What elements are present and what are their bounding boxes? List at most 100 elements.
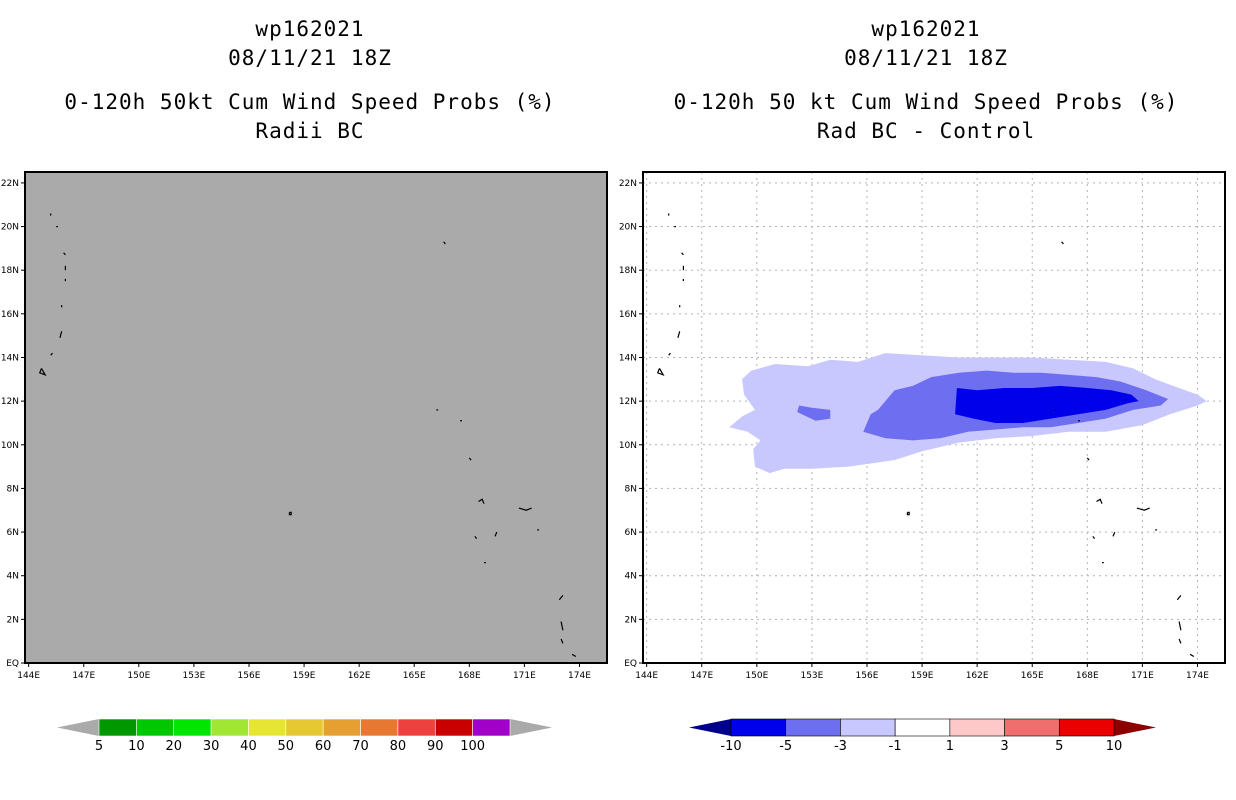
y-tick-label: 14N — [619, 353, 637, 363]
right-subtitle-line1: 0-120h 50 kt Cum Wind Speed Probs (%) — [673, 90, 1179, 114]
island-coastline — [1189, 653, 1195, 658]
left-subtitle-line1: 0-120h 50kt Cum Wind Speed Probs (%) — [64, 90, 556, 114]
y-tick-label: EQ — [624, 659, 637, 669]
y-tick-label: 14N — [1, 353, 19, 363]
x-tick-label: 159E — [293, 671, 316, 681]
right-subtitle: 0-120h 50 kt Cum Wind Speed Probs (%) Ra… — [626, 88, 1226, 146]
y-tick-label: 20N — [619, 223, 637, 233]
x-tick-label: 153E — [182, 671, 205, 681]
colorbar-label: 5 — [1055, 739, 1063, 754]
island-coastline — [494, 531, 498, 537]
right-subtitle-line2: Rad BC - Control — [816, 119, 1036, 143]
contour-minus10-to-minus5 — [955, 385, 1139, 423]
colorbar-label: 100 — [460, 739, 485, 754]
island-coastline — [558, 595, 564, 601]
colorbar-swatch — [210, 718, 249, 737]
x-tick-label: 147E — [690, 671, 713, 681]
island-coastline — [1176, 595, 1182, 601]
left-subtitle-line2: Radii BC — [255, 119, 365, 143]
island-coastline — [518, 507, 532, 511]
colorbar-swatch — [285, 718, 324, 737]
colorbar-label: -10 — [720, 739, 741, 754]
island-coastline — [677, 331, 681, 338]
x-tick-label: 150E — [127, 671, 150, 681]
island-coastline — [1086, 457, 1090, 461]
y-tick-label: 12N — [1, 397, 19, 407]
island-coastline — [1112, 531, 1116, 537]
x-tick-label: 144E — [17, 671, 40, 681]
colorbar-swatch — [730, 718, 787, 737]
colorbar-swatch — [173, 718, 212, 737]
left-subtitle: 0-120h 50kt Cum Wind Speed Probs (%) Rad… — [10, 88, 610, 146]
y-tick-label: 2N — [625, 615, 637, 625]
island-coastline — [443, 241, 446, 245]
contour-minus5-to-minus3-small — [797, 405, 831, 421]
island-coastline — [478, 498, 485, 504]
colorbar-label: 3 — [1000, 739, 1008, 754]
left-title: wp162021 08/11/21 18Z — [10, 15, 610, 73]
colorbar-label: 60 — [315, 739, 332, 754]
x-tick-label: 159E — [911, 671, 934, 681]
y-tick-label: 10N — [1, 441, 19, 451]
y-tick-label: 18N — [619, 266, 637, 276]
y-tick-label: 8N — [625, 484, 637, 494]
island-coastline — [63, 252, 66, 256]
island-coastline — [560, 638, 564, 644]
colorbar-swatch — [397, 718, 436, 737]
y-tick-label: 4N — [7, 572, 19, 582]
left-map-frame — [24, 171, 608, 664]
right-storm-id: wp162021 — [871, 17, 981, 41]
y-tick-label: 12N — [619, 397, 637, 407]
x-tick-label: 171E — [513, 671, 536, 681]
right-date: 08/11/21 18Z — [844, 46, 1008, 70]
colorbar-swatch — [248, 718, 287, 737]
island-coastline — [288, 511, 292, 516]
left-storm-id: wp162021 — [255, 17, 365, 41]
y-tick-label: 16N — [1, 310, 19, 320]
island-coastline — [560, 621, 564, 631]
x-tick-label: 168E — [1076, 671, 1099, 681]
colorbar-label: 1 — [946, 739, 954, 754]
island-coastline — [468, 457, 472, 461]
colorbar-high-arrow — [510, 719, 552, 736]
x-tick-label: 174E — [1186, 671, 1209, 681]
colorbar-label: 40 — [240, 739, 257, 754]
island-coastline — [1096, 498, 1103, 504]
colorbar-label: -3 — [834, 739, 847, 754]
colorbar-swatch — [785, 718, 841, 737]
right-title: wp162021 08/11/21 18Z — [626, 15, 1226, 73]
y-tick-label: 8N — [7, 484, 19, 494]
left-map-panel: 144E 147E 150E 153E 156E 159E 162E 165E 168E 171E… — [1, 171, 608, 754]
colorbar-label: 5 — [95, 739, 103, 754]
colorbar-high-arrow — [1114, 719, 1156, 736]
island-coastline — [474, 536, 478, 539]
x-tick-label: 165E — [403, 671, 426, 681]
colorbar-label: 10 — [128, 739, 145, 754]
colorbar-label: 80 — [390, 739, 407, 754]
y-tick-label: 22N — [619, 179, 637, 189]
colorbar-swatch — [840, 718, 896, 737]
island-coastline — [668, 352, 671, 356]
island-coastline — [906, 511, 910, 516]
y-tick-label: 16N — [619, 310, 637, 320]
x-tick-label: 162E — [966, 671, 989, 681]
x-tick-label: 174E — [568, 671, 591, 681]
island-coastline — [656, 368, 665, 377]
x-tick-label: 156E — [856, 671, 879, 681]
island-coastline — [1178, 638, 1182, 644]
island-coastline — [38, 368, 47, 377]
left-date: 08/11/21 18Z — [228, 46, 392, 70]
colorbar-label: 10 — [1106, 739, 1123, 754]
island-coastline — [571, 653, 577, 658]
y-tick-label: 20N — [1, 223, 19, 233]
colorbar-swatch — [322, 718, 361, 737]
x-tick-label: 162E — [348, 671, 371, 681]
colorbar-swatch — [894, 718, 951, 737]
x-tick-label: 147E — [72, 671, 95, 681]
colorbar-label: 20 — [165, 739, 182, 754]
island-coastline — [681, 252, 684, 256]
colorbar-label: 90 — [427, 739, 444, 754]
left-map-background — [25, 172, 607, 663]
x-tick-label: 153E — [800, 671, 823, 681]
colorbar-swatch — [1058, 718, 1115, 737]
